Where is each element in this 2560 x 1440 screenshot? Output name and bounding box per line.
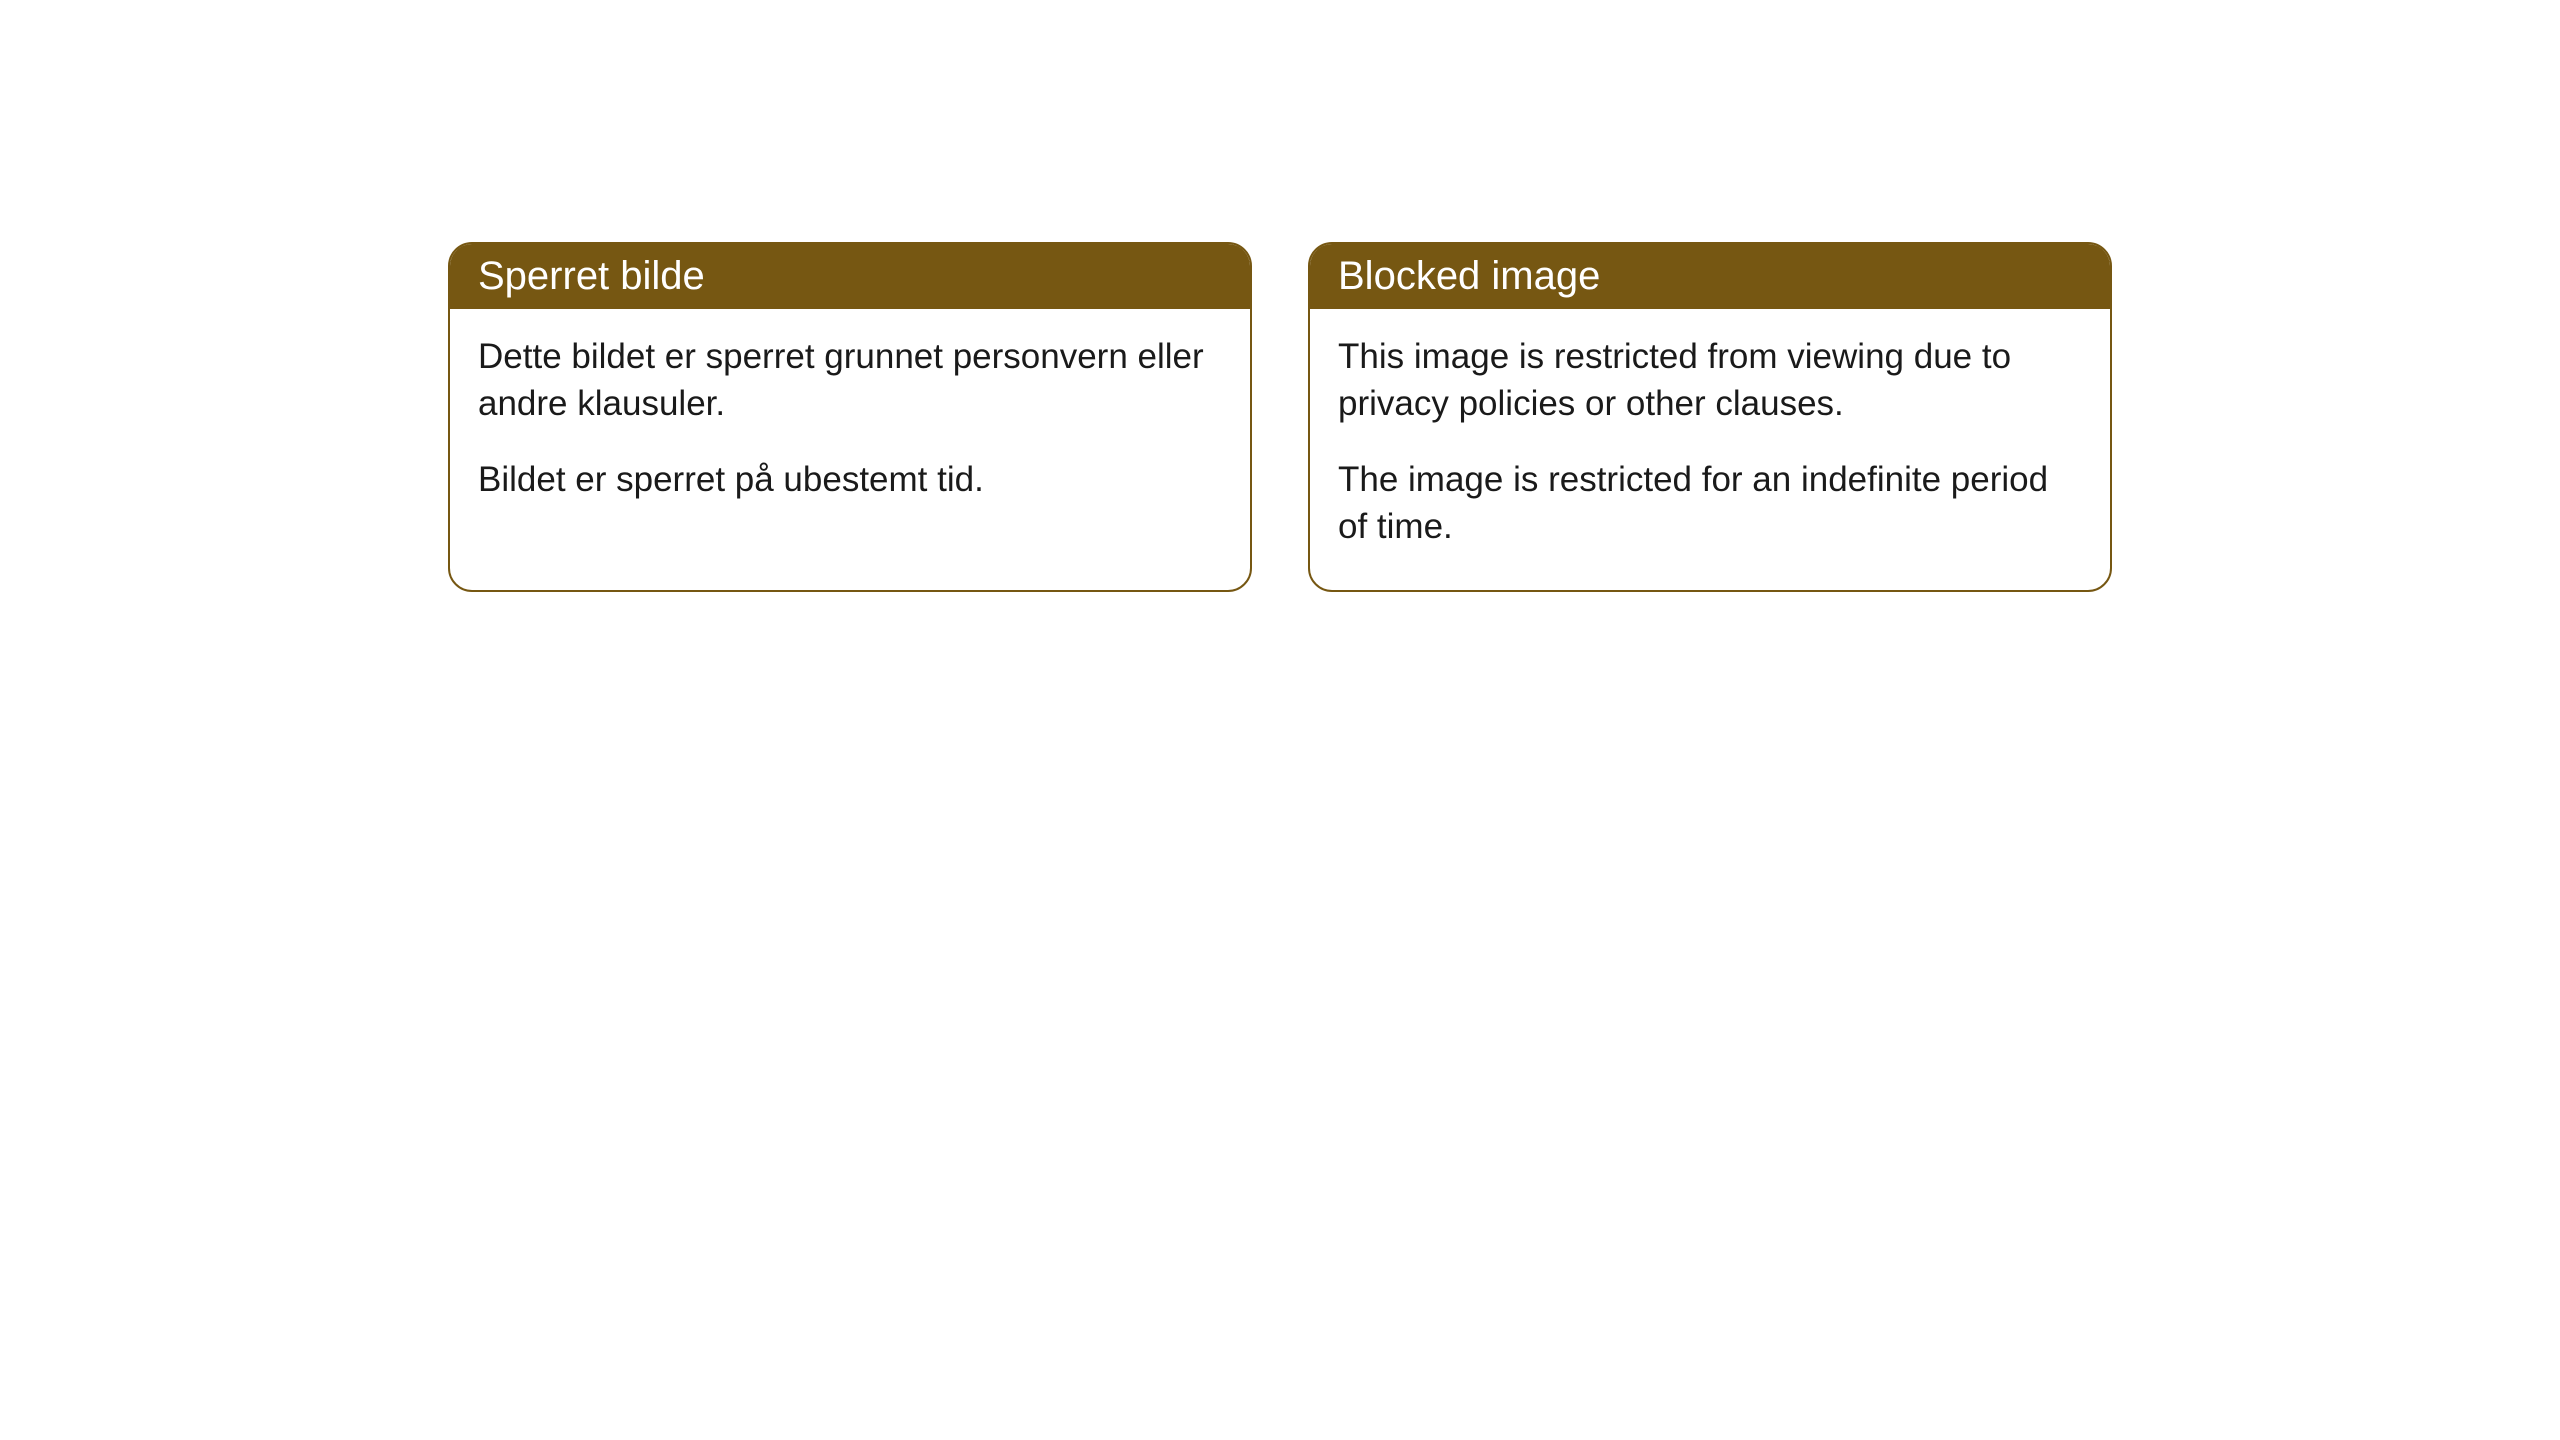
card-header: Sperret bilde bbox=[450, 244, 1250, 309]
card-title: Blocked image bbox=[1338, 254, 1600, 298]
card-body: This image is restricted from viewing du… bbox=[1310, 309, 2110, 590]
card-body: Dette bildet er sperret grunnet personve… bbox=[450, 309, 1250, 543]
card-paragraph: Bildet er sperret på ubestemt tid. bbox=[478, 456, 1222, 503]
card-paragraph: The image is restricted for an indefinit… bbox=[1338, 456, 2082, 551]
notice-cards-container: Sperret bilde Dette bildet er sperret gr… bbox=[448, 242, 2112, 592]
card-title: Sperret bilde bbox=[478, 254, 705, 298]
blocked-image-card-norwegian: Sperret bilde Dette bildet er sperret gr… bbox=[448, 242, 1252, 592]
card-header: Blocked image bbox=[1310, 244, 2110, 309]
card-paragraph: Dette bildet er sperret grunnet personve… bbox=[478, 333, 1222, 428]
card-paragraph: This image is restricted from viewing du… bbox=[1338, 333, 2082, 428]
blocked-image-card-english: Blocked image This image is restricted f… bbox=[1308, 242, 2112, 592]
